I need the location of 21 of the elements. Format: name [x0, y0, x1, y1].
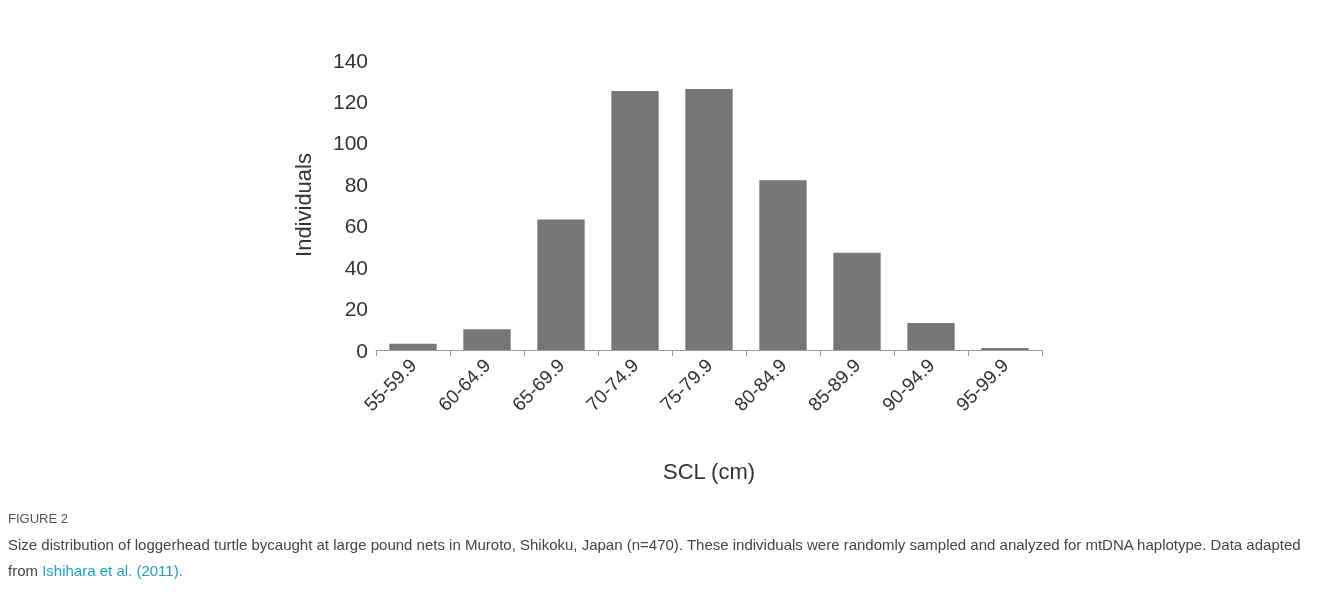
bar [685, 89, 733, 350]
bar [537, 219, 585, 350]
y-tick-label: 140 [332, 48, 368, 72]
bar [611, 91, 659, 350]
y-tick-label: 0 [356, 338, 368, 362]
bar [389, 343, 437, 350]
y-tick-label: 100 [332, 131, 368, 155]
text: Ishihara et al. (2011). [42, 562, 183, 579]
y-tick-label: 20 [344, 297, 368, 321]
bar [759, 180, 807, 350]
y-tick-label: 40 [344, 255, 368, 279]
bar [833, 252, 881, 350]
y-tick-label: 60 [344, 214, 368, 238]
y-tick-label: 120 [332, 89, 368, 113]
bar [981, 347, 1029, 350]
x-axis-title: SCL (cm) [662, 458, 756, 484]
bar [463, 329, 511, 350]
caption: FIGURE 2 [8, 510, 69, 528]
y-axis-title: Individuals [290, 153, 316, 257]
bar [907, 323, 955, 350]
y-tick-label: 80 [344, 172, 368, 196]
